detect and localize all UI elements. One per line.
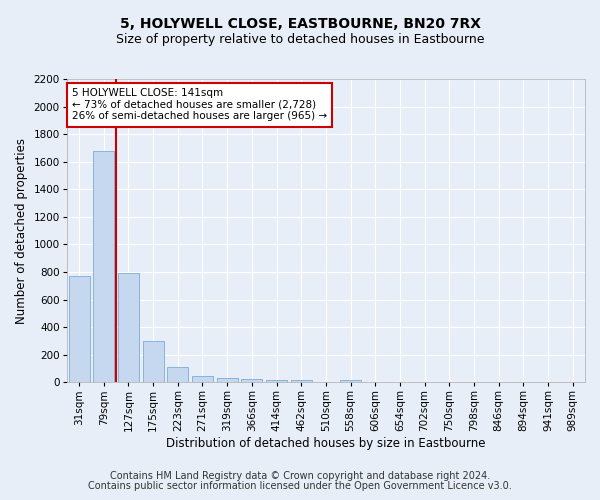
Y-axis label: Number of detached properties: Number of detached properties [15, 138, 28, 324]
Bar [217, 378, 238, 382]
Bar [68, 276, 89, 382]
X-axis label: Distribution of detached houses by size in Eastbourne: Distribution of detached houses by size … [166, 437, 485, 450]
Text: Size of property relative to detached houses in Eastbourne: Size of property relative to detached ho… [116, 32, 484, 46]
Text: Contains public sector information licensed under the Open Government Licence v3: Contains public sector information licen… [88, 481, 512, 491]
Bar [143, 341, 164, 382]
Bar [192, 376, 213, 382]
Bar [241, 379, 262, 382]
Text: Contains HM Land Registry data © Crown copyright and database right 2024.: Contains HM Land Registry data © Crown c… [110, 471, 490, 481]
Bar [266, 380, 287, 382]
Bar [118, 274, 139, 382]
Bar [340, 380, 361, 382]
Bar [291, 380, 311, 382]
Bar [93, 150, 114, 382]
Text: 5, HOLYWELL CLOSE, EASTBOURNE, BN20 7RX: 5, HOLYWELL CLOSE, EASTBOURNE, BN20 7RX [119, 18, 481, 32]
Bar [167, 367, 188, 382]
Text: 5 HOLYWELL CLOSE: 141sqm
← 73% of detached houses are smaller (2,728)
26% of sem: 5 HOLYWELL CLOSE: 141sqm ← 73% of detach… [72, 88, 327, 122]
